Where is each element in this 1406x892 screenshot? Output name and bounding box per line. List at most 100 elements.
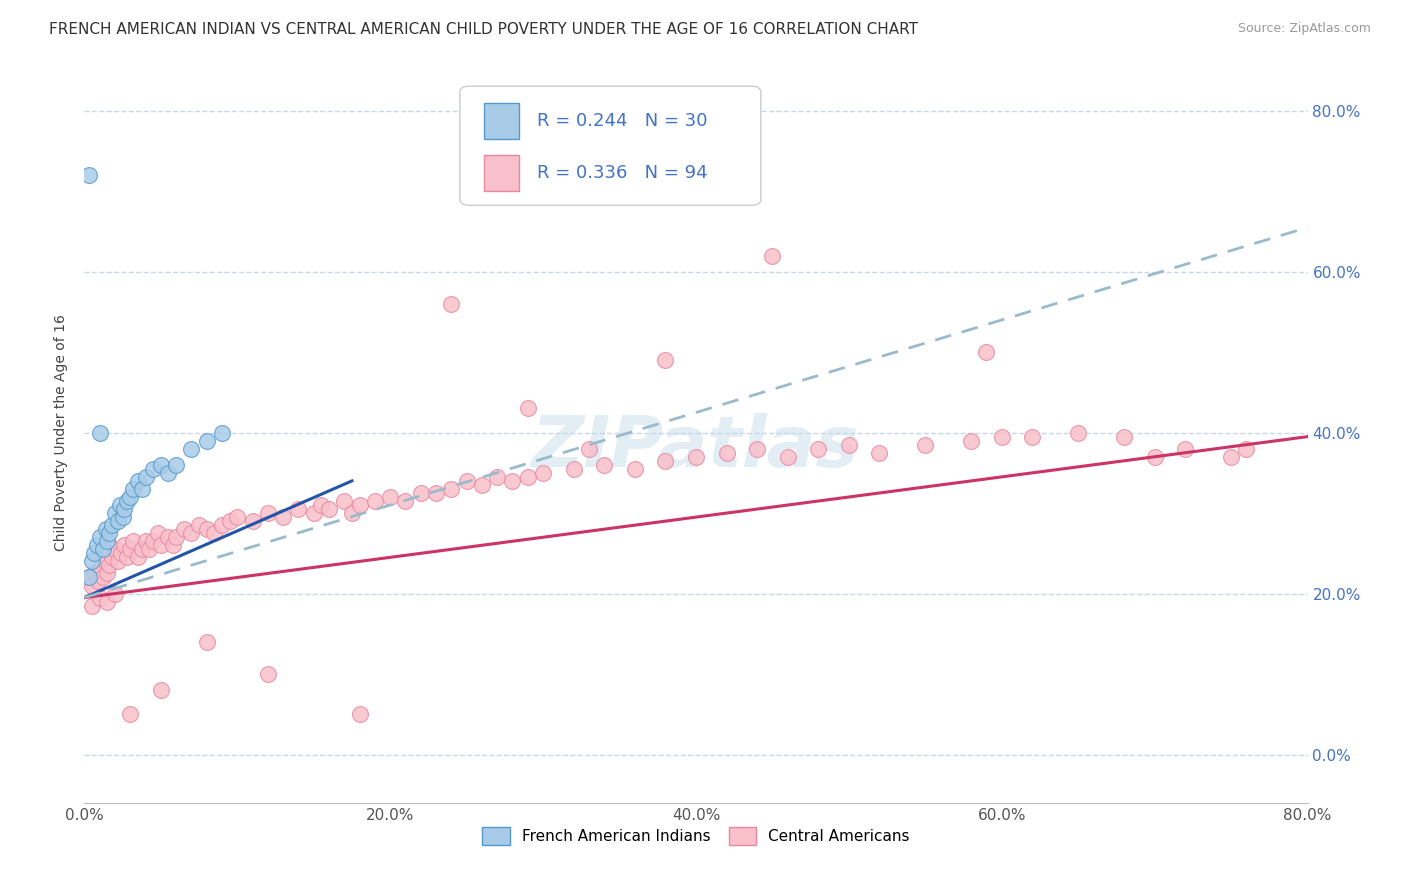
Point <box>1143 450 1166 464</box>
Point <box>531 466 554 480</box>
Point <box>89 425 111 440</box>
Point <box>211 425 233 440</box>
Point <box>456 474 478 488</box>
Point <box>425 486 447 500</box>
Point <box>120 490 142 504</box>
Point <box>86 538 108 552</box>
Point <box>83 546 105 560</box>
Point <box>91 570 114 584</box>
Y-axis label: Child Poverty Under the Age of 16: Child Poverty Under the Age of 16 <box>55 314 69 551</box>
Point <box>838 438 860 452</box>
Point <box>195 434 218 448</box>
Point <box>1236 442 1258 456</box>
Point <box>112 538 135 552</box>
FancyBboxPatch shape <box>484 103 519 138</box>
Point <box>747 442 769 456</box>
Point <box>115 550 138 565</box>
Point <box>914 438 936 452</box>
Point <box>77 168 100 182</box>
Point <box>127 474 149 488</box>
Point <box>173 522 195 536</box>
Point <box>122 534 145 549</box>
Point <box>257 667 280 681</box>
Point <box>84 566 107 581</box>
Point <box>122 482 145 496</box>
Point <box>654 353 676 368</box>
Point <box>110 546 132 560</box>
Point <box>1220 450 1243 464</box>
Point <box>115 494 138 508</box>
Point <box>654 454 676 468</box>
Point <box>80 599 103 613</box>
Point <box>440 482 463 496</box>
Text: R = 0.336   N = 94: R = 0.336 N = 94 <box>537 164 707 182</box>
FancyBboxPatch shape <box>460 87 761 205</box>
Point <box>502 474 524 488</box>
Point <box>991 430 1014 444</box>
Point <box>142 534 165 549</box>
Point <box>211 518 233 533</box>
Point <box>531 160 554 174</box>
Point <box>516 470 538 484</box>
Point <box>1021 430 1043 444</box>
Point <box>1174 442 1197 456</box>
Point <box>685 450 707 464</box>
Point <box>127 550 149 565</box>
Point <box>89 530 111 544</box>
Point <box>146 526 169 541</box>
Point <box>96 594 118 608</box>
Point <box>287 502 309 516</box>
Point <box>149 538 172 552</box>
Point <box>157 466 180 480</box>
Point <box>104 542 127 557</box>
Point <box>94 554 117 568</box>
Point <box>578 442 600 456</box>
FancyBboxPatch shape <box>484 155 519 191</box>
Point <box>112 502 135 516</box>
Point <box>135 470 157 484</box>
Point <box>716 446 738 460</box>
Point <box>624 462 647 476</box>
Point <box>960 434 983 448</box>
Point <box>77 570 100 584</box>
Text: Source: ZipAtlas.com: Source: ZipAtlas.com <box>1237 22 1371 36</box>
Text: FRENCH AMERICAN INDIAN VS CENTRAL AMERICAN CHILD POVERTY UNDER THE AGE OF 16 COR: FRENCH AMERICAN INDIAN VS CENTRAL AMERIC… <box>49 22 918 37</box>
Point <box>440 297 463 311</box>
Point <box>242 514 264 528</box>
Point <box>333 494 356 508</box>
Point <box>120 542 142 557</box>
Point <box>807 442 830 456</box>
Point <box>180 442 202 456</box>
Point <box>188 518 211 533</box>
Point <box>107 514 129 528</box>
Point <box>77 570 100 584</box>
Point <box>1067 425 1090 440</box>
Point <box>302 506 325 520</box>
Point <box>202 526 225 541</box>
Point <box>394 494 416 508</box>
Point <box>131 542 153 557</box>
Point <box>135 534 157 549</box>
Point <box>226 510 249 524</box>
Point <box>101 550 124 565</box>
Point <box>349 498 371 512</box>
Legend: French American Indians, Central Americans: French American Indians, Central America… <box>475 821 917 851</box>
Point <box>1114 430 1136 444</box>
Point <box>869 446 891 460</box>
Point <box>761 249 783 263</box>
Point <box>364 494 387 508</box>
Point <box>340 506 363 520</box>
Point <box>94 522 117 536</box>
Point <box>91 542 114 557</box>
Point <box>257 506 280 520</box>
Point <box>157 530 180 544</box>
Point <box>111 510 134 524</box>
Point <box>218 514 240 528</box>
Point <box>104 506 127 520</box>
Point <box>97 526 120 541</box>
Point <box>89 562 111 576</box>
Point <box>149 458 172 472</box>
Point <box>87 574 110 589</box>
Point <box>180 526 202 541</box>
Point <box>516 401 538 416</box>
